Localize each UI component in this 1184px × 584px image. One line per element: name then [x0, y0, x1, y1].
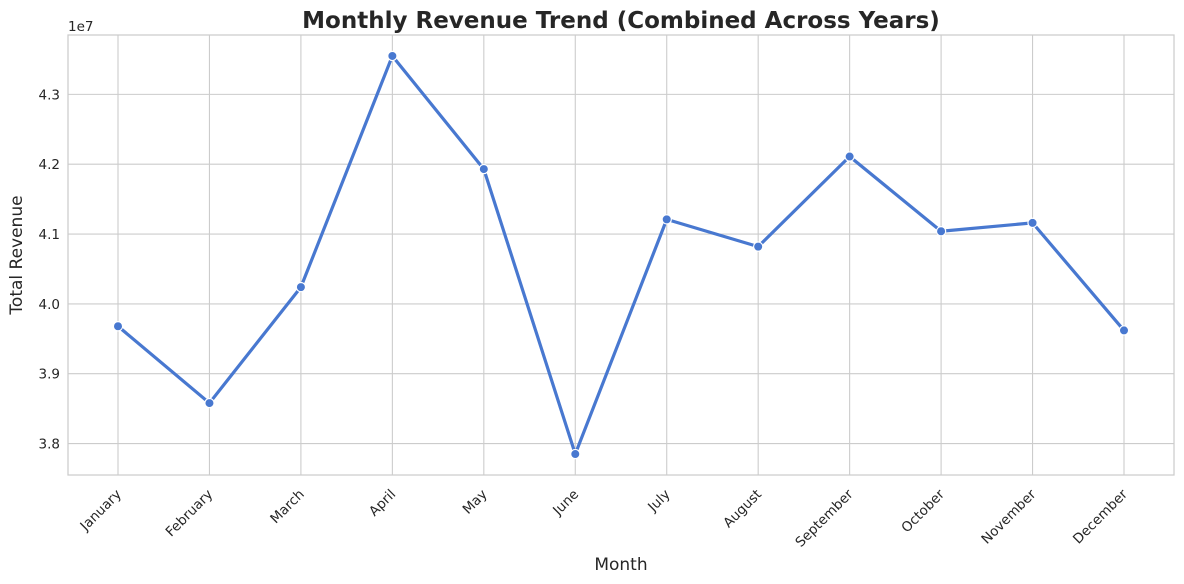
data-point	[112, 321, 124, 332]
grid-lines	[68, 35, 1174, 475]
series-line	[116, 54, 1126, 456]
x-axis-ticks: January February March April May June July Augu…	[77, 486, 1132, 550]
x-tick-label: August	[720, 487, 765, 532]
revenue-series	[112, 50, 1130, 460]
y-tick-label: 4.2	[39, 157, 60, 173]
x-tick-label: November	[978, 486, 1039, 547]
x-tick-label: July	[644, 487, 673, 516]
x-tick-label: October	[898, 486, 948, 536]
data-point	[387, 50, 398, 62]
x-tick-label: May	[460, 487, 491, 518]
y-tick-label: 4.3	[39, 87, 60, 103]
data-point	[204, 397, 215, 409]
y-tick-label: 3.8	[39, 437, 60, 453]
x-tick-label: April	[366, 487, 399, 520]
data-point	[1118, 325, 1130, 336]
plot-area-frame	[67, 34, 1175, 476]
y-axis-offset-label: 1e7	[68, 19, 93, 35]
data-point	[752, 241, 764, 252]
chart-title: Monthly Revenue Trend (Combined Across Y…	[302, 8, 940, 34]
x-tick-label: March	[267, 487, 307, 527]
y-tick-label: 4.0	[39, 297, 60, 313]
data-point	[295, 281, 307, 293]
x-axis-label: Month	[594, 555, 647, 575]
data-point	[478, 163, 490, 175]
data-point	[844, 151, 855, 162]
y-tick-label: 3.9	[39, 367, 60, 383]
y-axis-ticks: 3.8 3.9 4.0 4.1 4.2 4.3	[39, 87, 60, 452]
x-tick-label: June	[549, 487, 582, 520]
data-point	[661, 214, 672, 225]
x-tick-label: February	[163, 487, 217, 541]
x-tick-label: December	[1070, 486, 1131, 547]
x-tick-label: January	[77, 487, 125, 535]
data-point	[570, 448, 581, 460]
y-axis-label: Total Revenue	[7, 195, 27, 315]
data-point	[1027, 217, 1038, 229]
x-tick-label: September	[792, 486, 856, 550]
y-tick-label: 4.1	[39, 227, 60, 243]
data-point	[935, 226, 947, 237]
